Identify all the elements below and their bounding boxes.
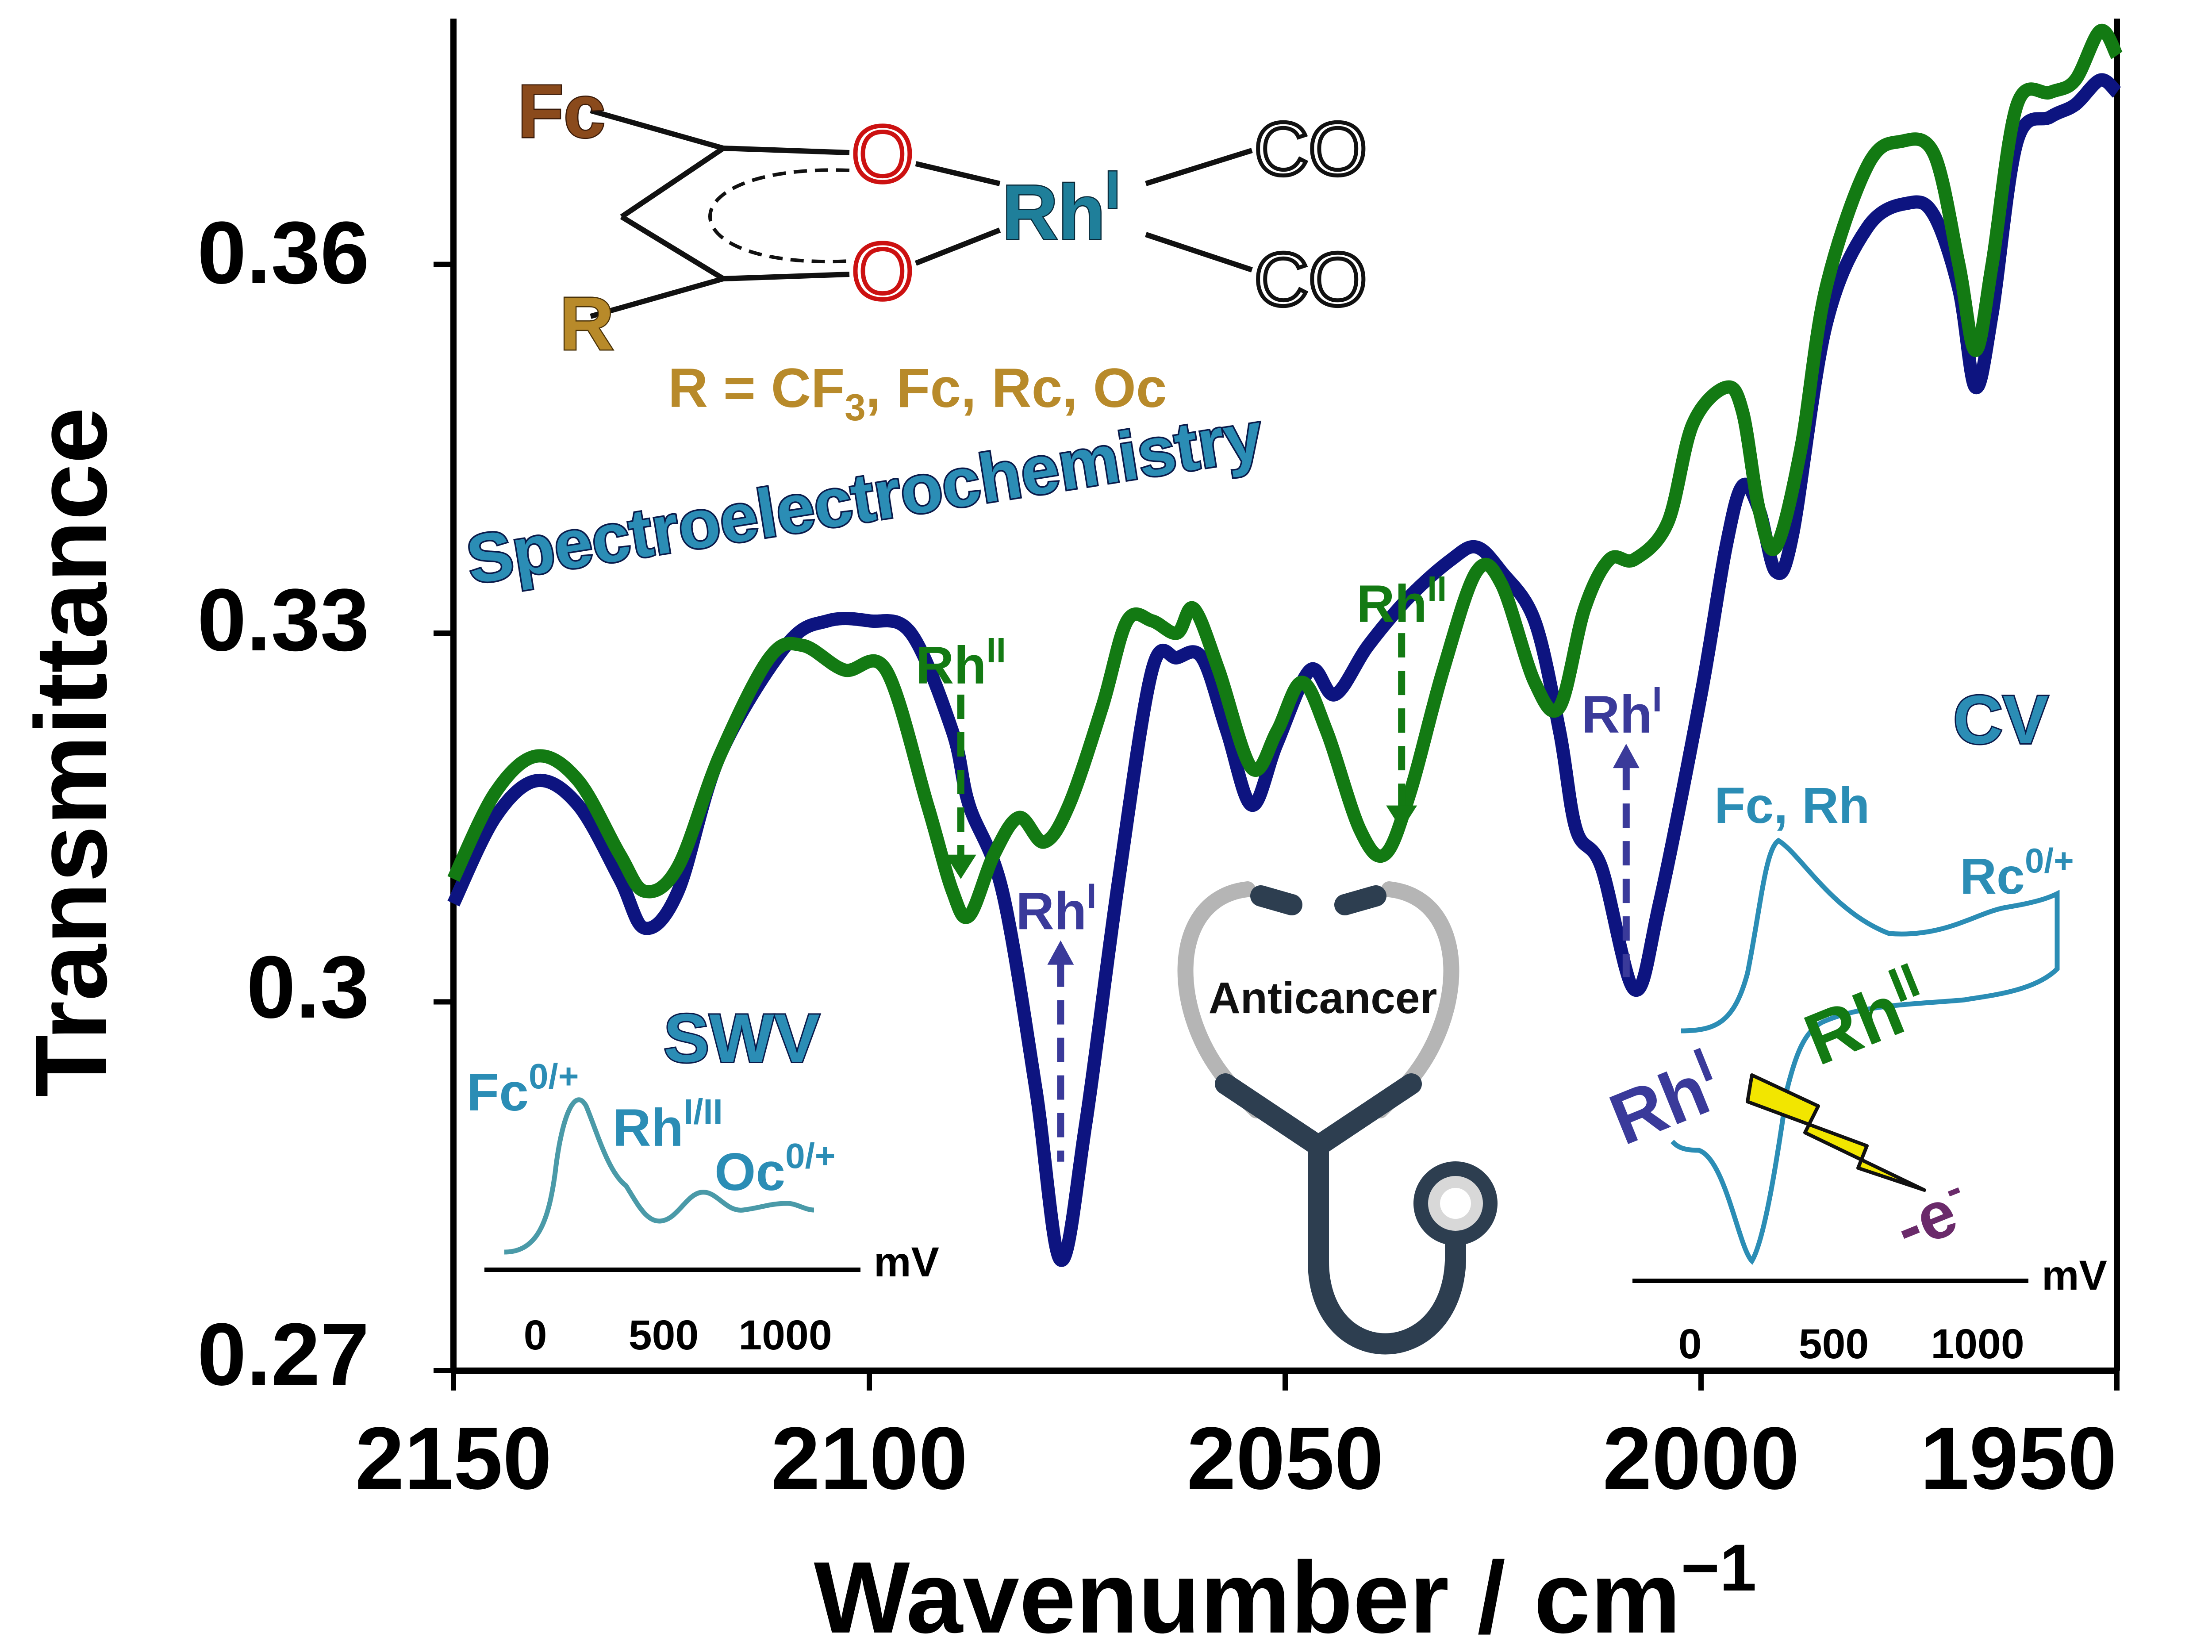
y-axis-ticks xyxy=(434,261,453,1373)
rh-ii-arrow-1-head xyxy=(1386,805,1417,830)
cv-tick-label: 0 xyxy=(1678,1321,1702,1368)
stethoscope-tube-light xyxy=(1372,881,1459,1118)
rh-ii-arrow-0-head xyxy=(945,854,976,879)
x-tick-label: 2000 xyxy=(1603,1409,1800,1508)
cv-inset: CV Fc, Rh Rc0/+ RhII RhI -e- mV 0 500 10… xyxy=(1597,680,2107,1368)
r-definition-text: R = CF xyxy=(668,357,845,419)
swv-tick-label: 500 xyxy=(629,1312,699,1359)
swv-mv-label: mV xyxy=(874,1239,939,1286)
rh-i-arrow-0-label: RhI xyxy=(1016,876,1096,941)
molecule-bonds xyxy=(590,108,1253,319)
rh-i-arrow-0-head xyxy=(1047,940,1074,965)
co-bottom: CO xyxy=(1254,238,1367,322)
stethoscope-icon: Anticancer xyxy=(1177,881,1498,1355)
molecule-structure: Fc R O O RhI CO CO R = CF3, Fc, Rc, Oc xyxy=(517,69,1369,429)
swv-curve xyxy=(504,1097,814,1255)
earpiece xyxy=(1250,885,1302,915)
y-tick-label: 0.3 xyxy=(246,938,369,1037)
x-axis-title-sup: −1 xyxy=(1681,1530,1756,1605)
swv-tick-label: 0 xyxy=(524,1312,547,1359)
stethoscope-tube-light xyxy=(1177,881,1264,1118)
cv-label: CV xyxy=(1953,681,2048,758)
series-line-green xyxy=(447,23,2123,924)
oxygen-top: O xyxy=(852,110,914,199)
cv-rhii-label: RhII xyxy=(1791,953,1939,1081)
swv-rh-sup: I/II xyxy=(684,1092,723,1131)
swv-oc-sup: 0/+ xyxy=(785,1136,835,1176)
y-tick-label: 0.27 xyxy=(197,1305,369,1404)
swv-tick-label: 1000 xyxy=(738,1312,832,1359)
stethoscope-tube-dark xyxy=(1308,1135,1466,1355)
swv-oc-label: Oc0/+ xyxy=(714,1136,836,1202)
swv-fc-label: Fc0/+ xyxy=(467,1057,579,1122)
y-axis-title: Transmittance xyxy=(14,407,128,1097)
x-axis-title-text: Wavenumber / cm xyxy=(814,1541,1681,1652)
rhodium-sup: I xyxy=(1105,160,1120,219)
oxygen-bottom: O xyxy=(852,227,914,316)
swv-fc-text: Fc xyxy=(467,1063,529,1122)
x-tick-label: 1950 xyxy=(1920,1409,2117,1508)
swv-rh-text: Rh xyxy=(613,1098,684,1157)
anticancer-label: Anticancer xyxy=(1209,973,1437,1023)
earpiece xyxy=(1334,885,1386,915)
series-line-blue xyxy=(447,73,2122,1267)
y-tick-label: 0.36 xyxy=(197,204,369,302)
chestpiece-center xyxy=(1440,1188,1471,1219)
cv-fcrh-label: Fc, Rh xyxy=(1714,777,1870,834)
rhodium-label: RhI xyxy=(1002,160,1120,256)
cv-rc-sup: 0/+ xyxy=(2025,841,2074,880)
swv-rh-label: RhI/II xyxy=(613,1092,723,1157)
lightning-bolt-icon xyxy=(1746,1073,1926,1192)
swv-oc-text: Oc xyxy=(714,1142,785,1202)
r-definition: R = CF3, Fc, Rc, Oc xyxy=(668,357,1167,429)
co-top: CO xyxy=(1254,107,1367,191)
r-definition-sub: 3 xyxy=(845,387,865,429)
rh-ii-arrow-1-label: RhII xyxy=(1356,569,1447,634)
cv-curve xyxy=(1671,838,2060,1265)
rhodium-text: Rh xyxy=(1002,169,1105,256)
x-axis-title: Wavenumber / cm−1 xyxy=(814,1530,1757,1652)
rh-i-arrow-1-label: RhI xyxy=(1582,680,1662,744)
fc-label: Fc xyxy=(518,69,605,154)
y-tick-label: 0.33 xyxy=(197,571,369,669)
series-layer xyxy=(447,23,2123,1267)
cv-rc-text: Rc xyxy=(1960,848,2025,905)
x-axis-ticks xyxy=(451,1371,2120,1391)
cv-tick-label: 1000 xyxy=(1931,1321,2024,1368)
cv-rc-label: Rc0/+ xyxy=(1960,841,2074,905)
r-label: R xyxy=(560,282,614,366)
cv-tick-label: 500 xyxy=(1799,1321,1869,1368)
cv-rhi-label: RhI xyxy=(1597,1037,1732,1160)
rh-i-arrow-1-head xyxy=(1613,744,1640,768)
x-tick-label: 2100 xyxy=(771,1409,968,1508)
swv-fc-sup: 0/+ xyxy=(529,1057,579,1096)
swv-inset: SWV Fc0/+ RhI/II Oc0/+ mV 0 500 1000 xyxy=(467,999,939,1359)
cv-mv-label: mV xyxy=(2042,1252,2107,1299)
swv-label: SWV xyxy=(664,1000,820,1076)
r-definition-rest: , Fc, Rc, Oc xyxy=(866,357,1167,419)
x-tick-label: 2150 xyxy=(355,1409,552,1508)
x-tick-label: 2050 xyxy=(1187,1409,1384,1508)
rh-ii-arrow-0-label: RhII xyxy=(916,630,1006,695)
annotation-arrows: RhII RhII RhI RhI xyxy=(916,569,1662,1162)
